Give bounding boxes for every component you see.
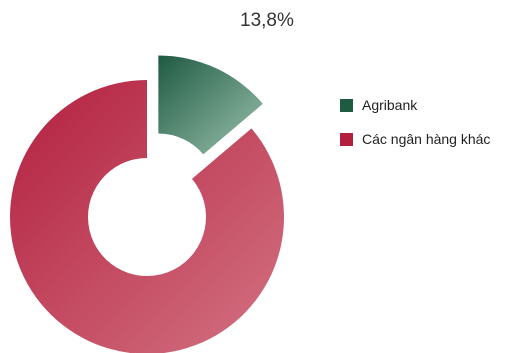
legend-swatch-other-banks <box>340 132 353 146</box>
slice-agribank <box>158 55 263 155</box>
legend-swatch-agribank <box>340 98 353 112</box>
legend-label-other-banks: Các ngân hàng khác <box>362 131 491 147</box>
legend-item-other-banks: Các ngân hàng khác <box>340 122 490 156</box>
slice-value-label-agribank: 13,8% <box>240 10 294 31</box>
slice-other-banks <box>10 80 285 353</box>
legend-item-agribank: Agribank <box>340 88 490 122</box>
legend: Agribank Các ngân hàng khác <box>340 88 490 156</box>
legend-label-agribank: Agribank <box>362 97 418 113</box>
